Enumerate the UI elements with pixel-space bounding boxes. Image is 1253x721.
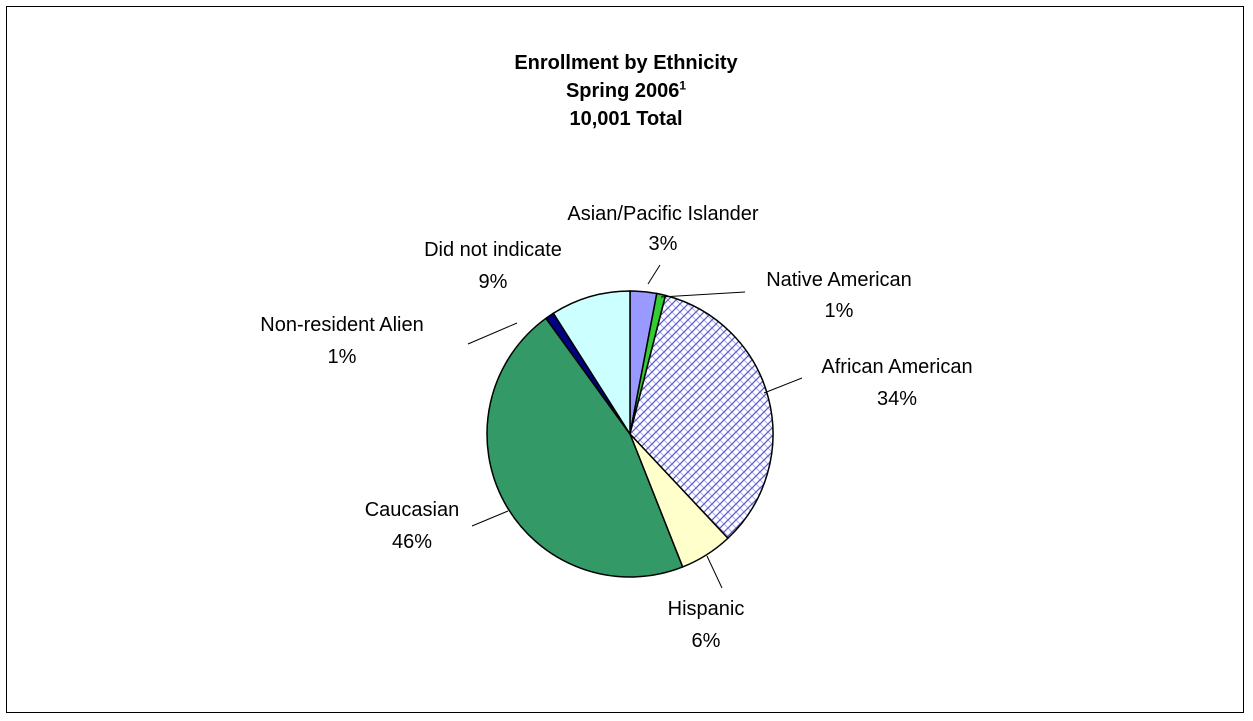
- slice-label-african-american: African American: [821, 356, 972, 378]
- chart-total: 10,001 Total: [569, 108, 683, 130]
- footnote-marker: 1: [679, 78, 687, 93]
- slice-label-native-american: Native American: [766, 269, 912, 291]
- slice-value-asian-pacific-islander: 3%: [649, 233, 678, 255]
- slice-value-non-resident-alien: 1%: [328, 346, 357, 368]
- slice-label-caucasian: Caucasian: [365, 499, 460, 521]
- leader-line-hispanic: [706, 555, 723, 589]
- slice-value-native-american: 1%: [825, 300, 854, 322]
- slice-value-caucasian: 46%: [392, 531, 432, 553]
- slice-label-non-resident-alien: Non-resident Alien: [260, 314, 423, 336]
- leader-line-native-american: [660, 291, 746, 298]
- chart-title: Enrollment by Ethnicity: [514, 52, 738, 74]
- leader-line-african-american: [763, 377, 803, 394]
- pie-slice-caucasian: [486, 317, 684, 578]
- slice-value-hispanic: 6%: [692, 630, 721, 652]
- leader-line-asian-pacific-islander: [647, 264, 661, 285]
- slice-value-did-not-indicate: 9%: [479, 271, 508, 293]
- leader-line-caucasian: [471, 510, 509, 527]
- slice-label-asian-pacific-islander: Asian/Pacific Islander: [567, 203, 759, 225]
- chart-subtitle: Spring 20061: [7, 77, 1245, 105]
- chart-subtitle-text: Spring 2006: [565, 80, 680, 102]
- chart-title-block: Enrollment by Ethnicity Spring 20061 10,…: [7, 49, 1245, 133]
- slice-value-african-american: 34%: [877, 388, 917, 410]
- slice-label-hispanic: Hispanic: [668, 598, 745, 620]
- pie-slice-did-not-indicate: [552, 290, 631, 437]
- slice-label-did-not-indicate: Did not indicate: [424, 239, 562, 261]
- leader-line-non-resident-alien: [467, 322, 518, 345]
- pie-slice-african-american: [629, 294, 774, 540]
